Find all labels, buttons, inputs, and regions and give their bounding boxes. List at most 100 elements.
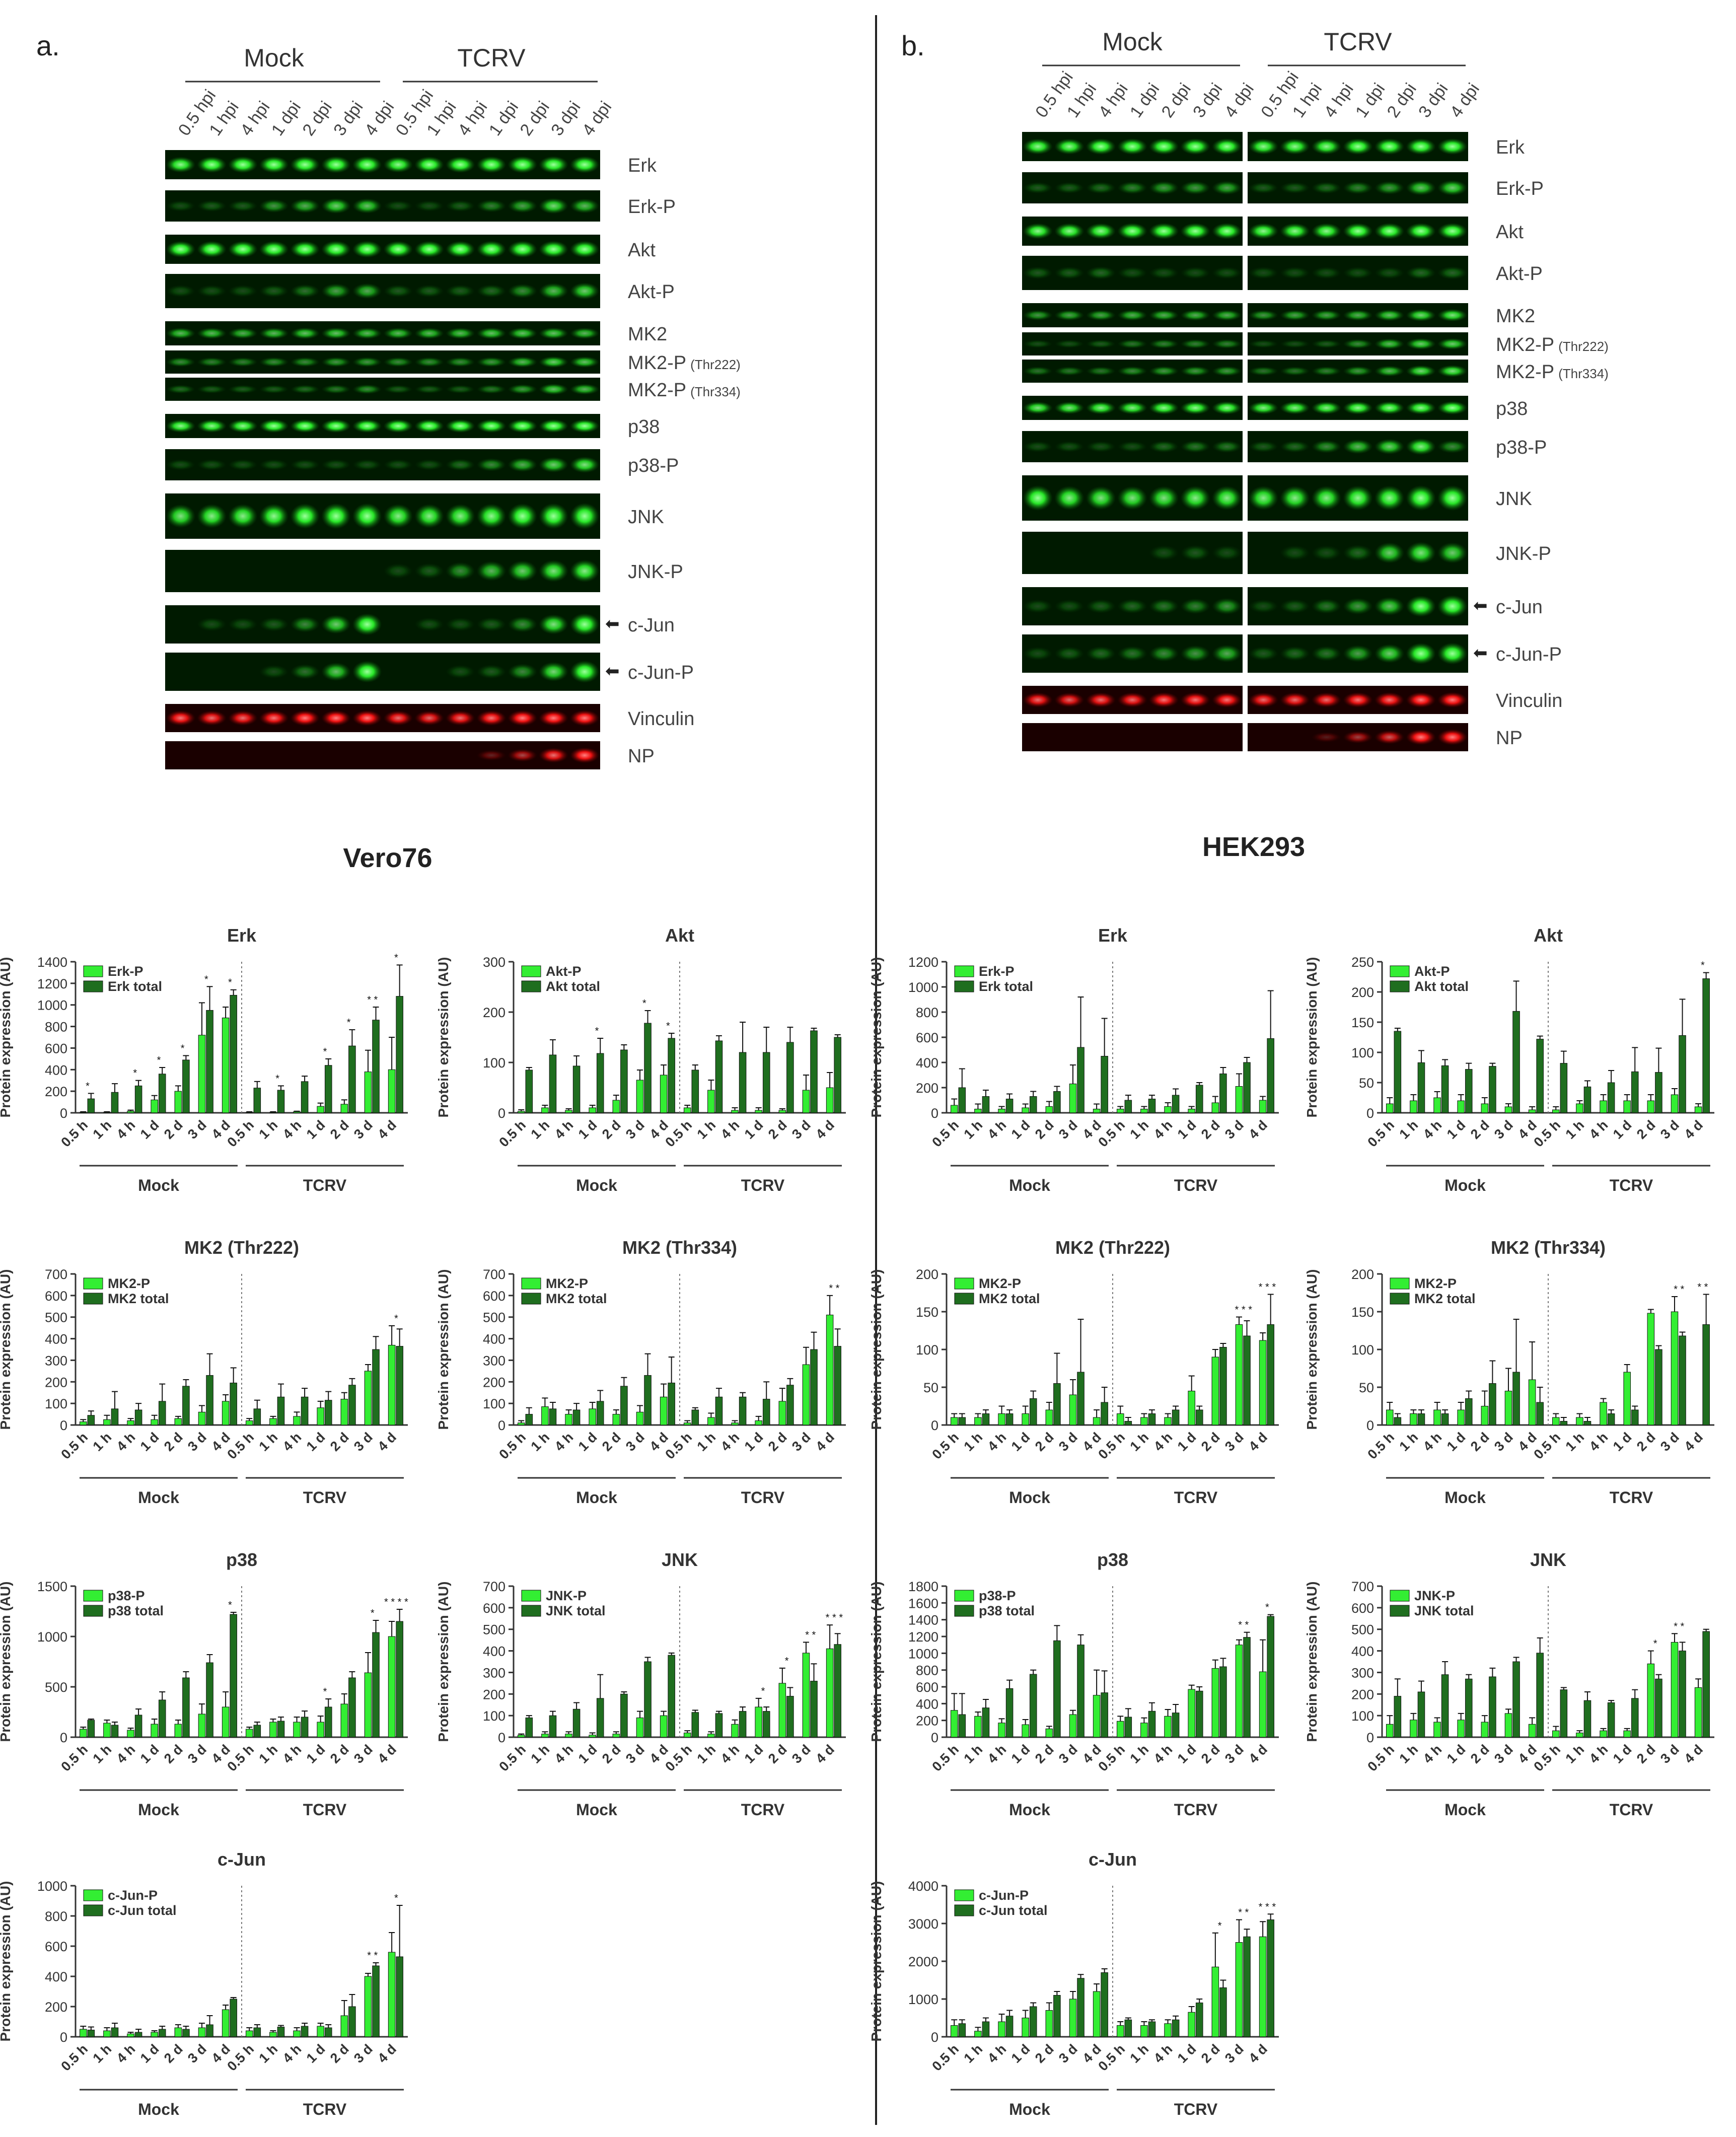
hek-mk2-222-significance-mark: * * * (1259, 1282, 1276, 1293)
vero-band (476, 240, 507, 258)
hek-erk-bar-erk-p (1235, 1086, 1243, 1113)
blot-row-label: p38 (628, 416, 660, 438)
hek-p38-x-tick-label: 1 d (1008, 1742, 1033, 1766)
hek-erk-x-tick-label: 1 h (1127, 1117, 1152, 1142)
hek-band (1023, 401, 1053, 414)
vero-row-label-3: Akt-P (628, 281, 675, 303)
vero-jnk-bar-jnk-total (525, 1717, 533, 1738)
vero-akt-legend-swatch (521, 980, 541, 992)
vero-mk2-222-bar-mk2-p (340, 1399, 348, 1426)
vero-band (290, 419, 320, 433)
hek-band (1343, 138, 1373, 155)
hek-band (1054, 485, 1084, 511)
vero-band (414, 419, 444, 433)
vero-akt-bar-akt-p (778, 1110, 786, 1113)
hek-jnk-x-tick-label: 4 h (1420, 1742, 1445, 1766)
vero-jnk-bar-jnk-total (691, 1712, 699, 1738)
vero-akt-x-tick-label: 2 d (599, 1117, 624, 1142)
hek-mk2-222-legend-label: MK2-P (979, 1276, 1021, 1291)
hek-erk-bar-erk-p (974, 1109, 982, 1113)
hek-band (1311, 545, 1342, 561)
vero-jnk-x-tick-label: 0.5 h (496, 1742, 529, 1774)
hek-band (1148, 339, 1179, 349)
blot-row-label: p38-P (628, 455, 679, 476)
vero-band (569, 456, 600, 473)
hek-band (1148, 486, 1179, 510)
vero-band (290, 710, 320, 726)
vero-p38-bar-p38-p (222, 1706, 230, 1738)
vero-band (259, 241, 289, 258)
vero-erk-bar-erk-p (364, 1072, 372, 1113)
hek-mk2-222-x-tick-label: 0.5 h (929, 1430, 962, 1462)
vero-band (259, 419, 289, 433)
vero-p38-legend-label: p38-P (108, 1588, 145, 1603)
hek-mk2-334-x-tick-label: 0.5 h (1531, 1430, 1563, 1462)
vero-mk2-222-y-tick-label: 700 (45, 1267, 67, 1282)
vero-erk-ylabel: Protein expression (AU) (0, 957, 13, 1118)
hek-band (1374, 485, 1405, 511)
vero-band (445, 617, 475, 631)
vero-mk2-334-y-tick-label: 600 (483, 1289, 505, 1304)
vero-mk2-222-bar-mk2-total (206, 1375, 213, 1426)
hek-akt-bar-akt-total (1560, 1063, 1568, 1113)
hek-erk-bar-erk-total (1243, 1062, 1251, 1113)
vero-mk2-334-x-tick-label: 4 h (552, 1430, 576, 1454)
vero-band (259, 504, 289, 529)
hek-mk2-334-x-tick-label: 1 d (1610, 1430, 1635, 1454)
hek-band (1023, 339, 1053, 348)
hek-band (1406, 266, 1436, 280)
vero-jnk-y-tick-label: 600 (483, 1601, 505, 1616)
vero-band (569, 240, 600, 258)
vero-band (383, 327, 413, 339)
vero-erk-y-tick-label: 0 (60, 1106, 67, 1121)
vero-row-label-6: MK2-P (Thr334) (628, 380, 741, 401)
hek-mk2-222-x-tick-label: 2 d (1198, 1430, 1223, 1454)
vero-jnk-title: JNK (662, 1549, 698, 1570)
vero-band (290, 198, 320, 213)
vero-band (414, 504, 444, 529)
hek-mk2-334-group-label-tcrv: TCRV (1610, 1488, 1653, 1507)
hek-akt-bar-akt-total (1512, 1011, 1520, 1113)
blot-row-label: Vinculin (1496, 690, 1562, 711)
vero-band (228, 200, 258, 212)
vero-mk2-222-legend-swatch (83, 1277, 103, 1290)
vero-jnk-legend-label: JNK total (546, 1603, 606, 1618)
hek-p38-x-tick-label: 0.5 h (929, 1742, 962, 1774)
hek-erk-bar-erk-p (1140, 1109, 1148, 1113)
hek-mk2-222-bar-mk2-p (998, 1413, 1005, 1426)
vero-row-label-13: Vinculin (628, 708, 694, 730)
hek-band (1343, 485, 1373, 511)
hek-mk2-222-bar-mk2-total (1053, 1383, 1061, 1426)
hek-band (1437, 180, 1468, 196)
hek-erk-bar-erk-p (1259, 1100, 1267, 1113)
hek-band (1343, 181, 1373, 194)
vero-akt-x-tick-label: 4 h (552, 1117, 576, 1142)
blot-row-sublabel: (Thr222) (690, 357, 741, 372)
vero-erk-y-tick-label: 1000 (37, 998, 67, 1013)
vero-band (383, 200, 413, 212)
hek-mk2-334-bar-mk2-total (1417, 1413, 1425, 1426)
hek-band (1148, 223, 1179, 240)
vero-akt-group-label-mock: Mock (576, 1176, 617, 1194)
vero-band (445, 665, 475, 679)
vero-band (321, 503, 351, 529)
vero-band (352, 240, 382, 258)
hek-erk-y-tick-label: 1200 (908, 955, 938, 970)
vero-mk2-334-bar-mk2-p (612, 1414, 620, 1426)
vero-cjun-bar-c-jun-p (222, 2009, 230, 2037)
hek-jnk-legend-swatch (1390, 1590, 1410, 1602)
vero-band (539, 503, 568, 529)
hek-mk2-334-bar-mk2-p (1481, 1406, 1489, 1426)
vero-group-label-tcrv: TCRV (457, 44, 526, 72)
vero-cjun-x-tick-label: 4 h (114, 2041, 138, 2066)
hek-p38-bar-p38-p (1259, 1671, 1267, 1738)
hek-jnk-significance-mark: * * (1674, 1621, 1684, 1632)
hek-band (1117, 441, 1147, 453)
vero-mk2-222-x-tick-label: 0.5 h (58, 1430, 91, 1462)
hek-row-label-12: c-Jun-P (1496, 644, 1562, 665)
hek-jnk-bar-jnk-p (1576, 1732, 1583, 1738)
vero-blot-mock-strip (165, 741, 383, 769)
hek-p38-title: p38 (1097, 1549, 1128, 1570)
vero-erk-bar-erk-total (277, 1090, 285, 1113)
